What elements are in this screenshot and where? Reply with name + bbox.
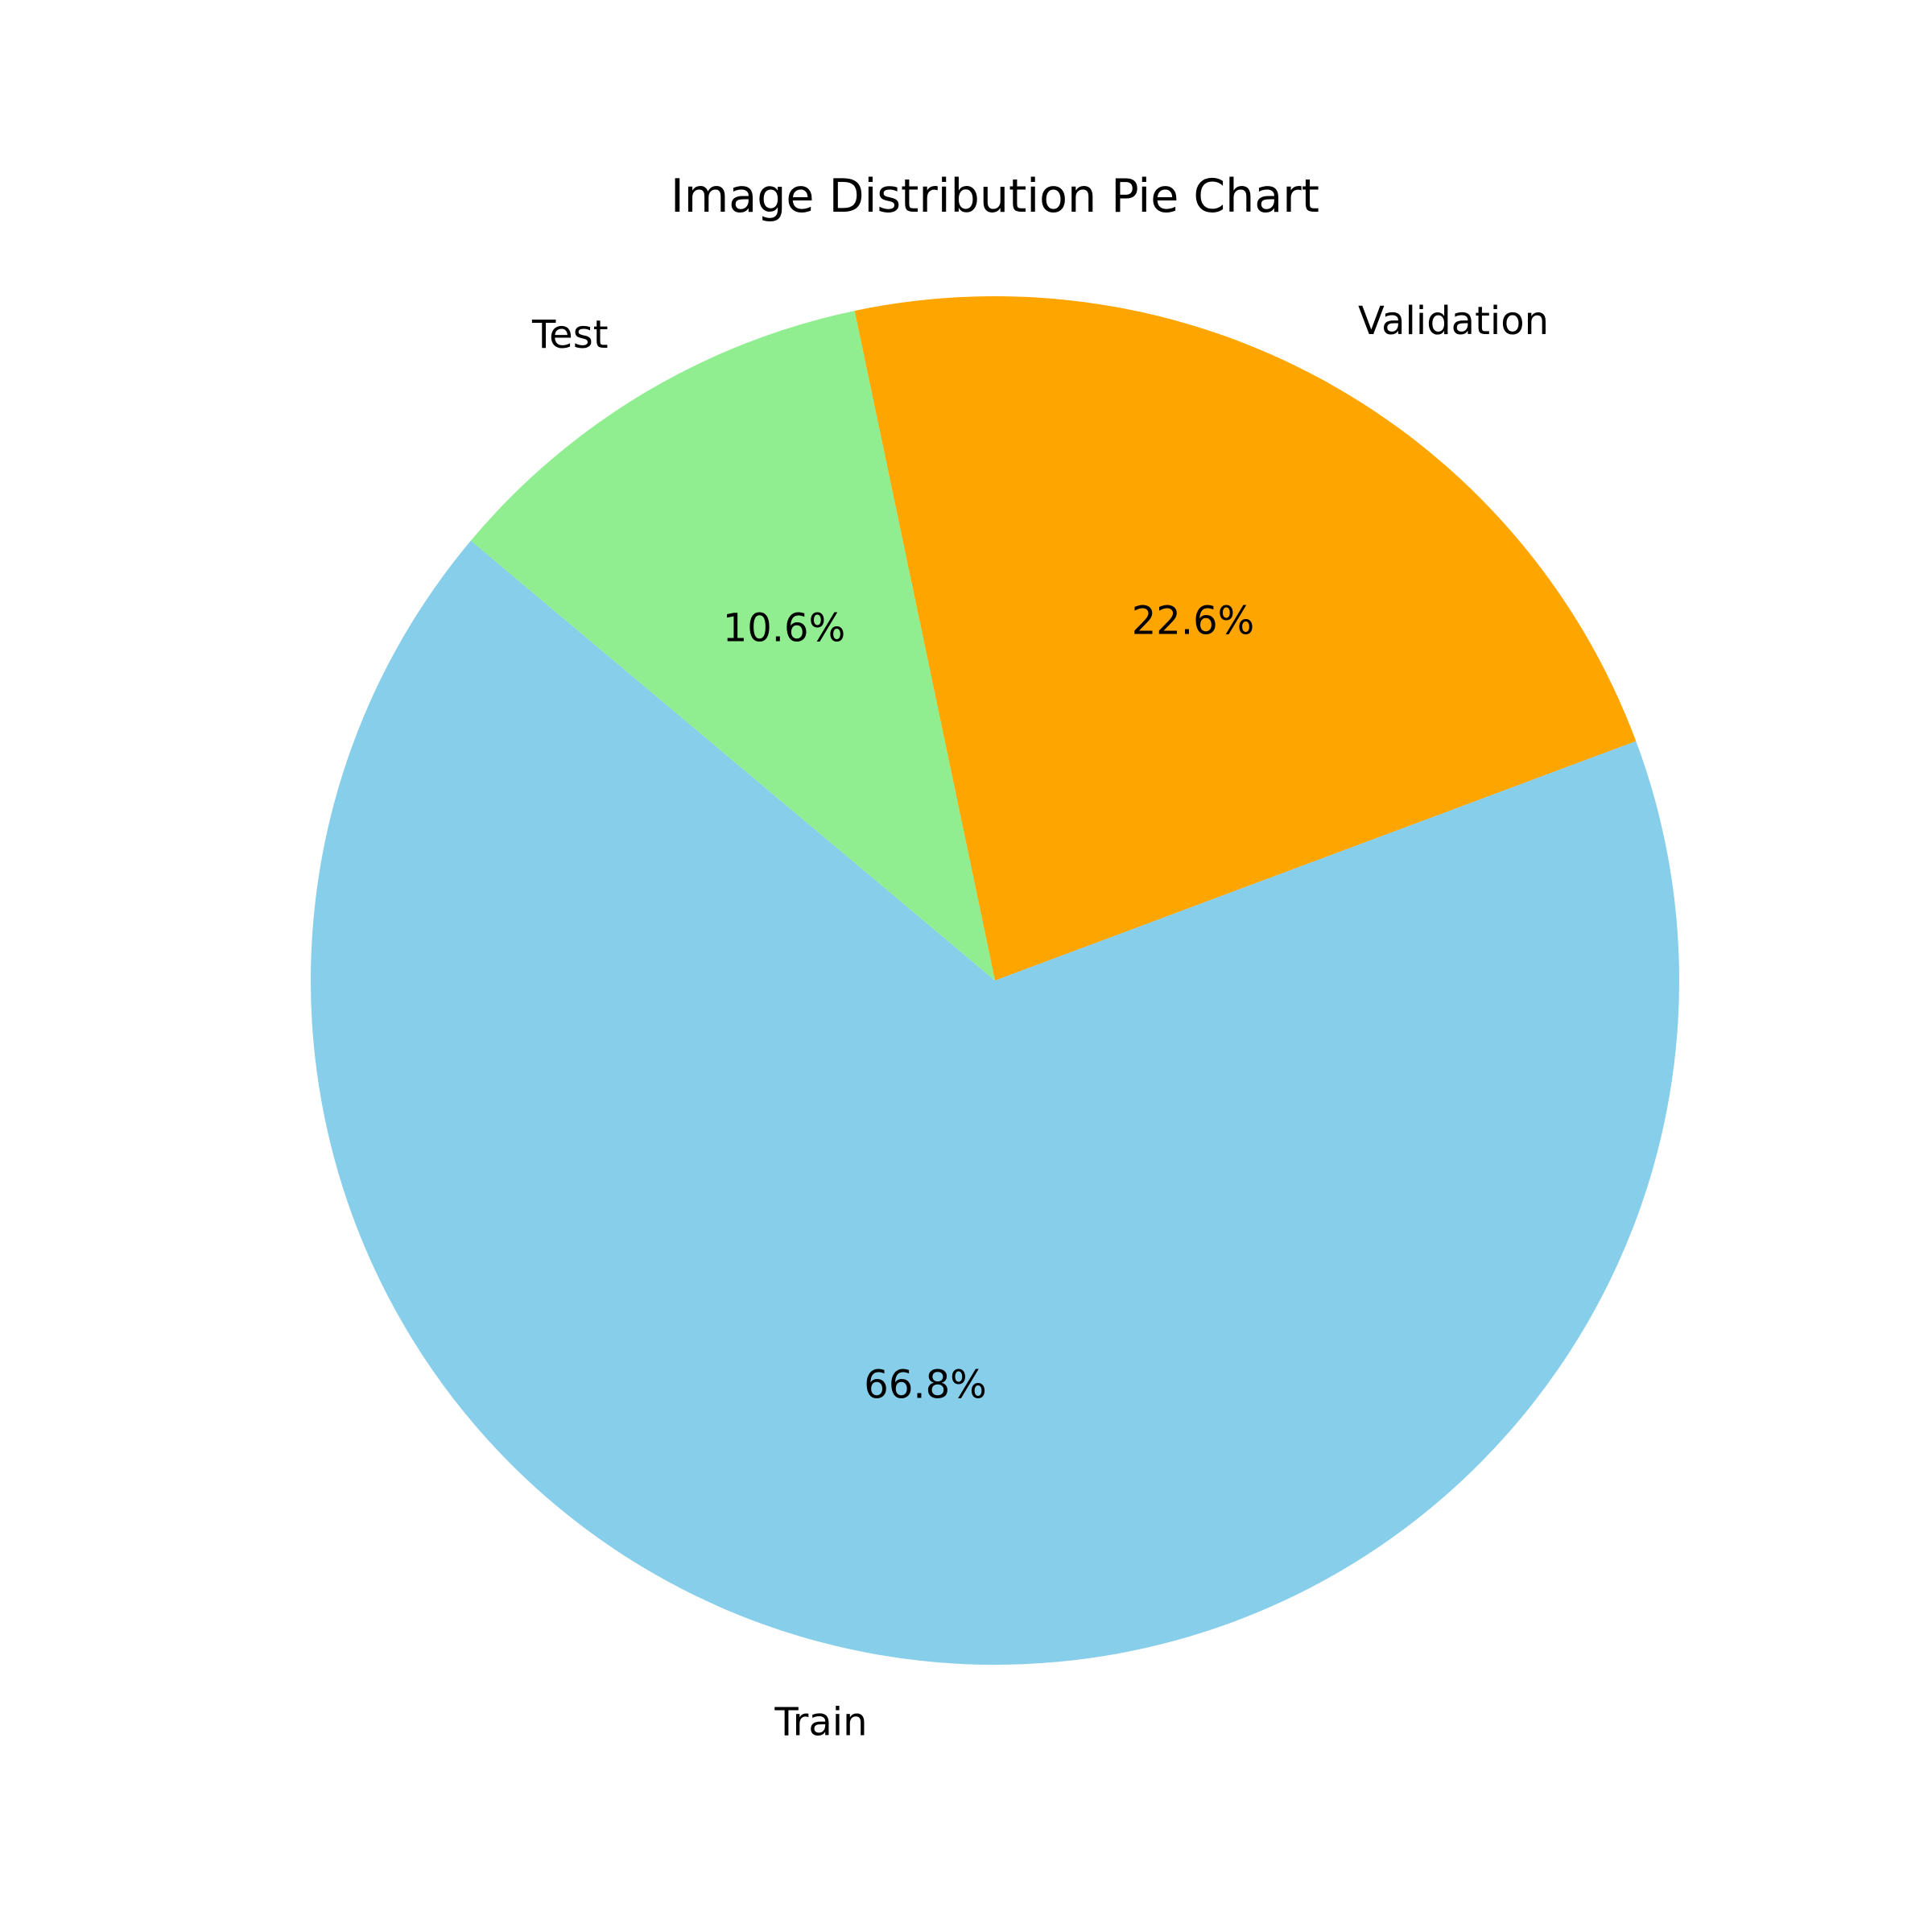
pie-slice-test <box>470 311 995 981</box>
pie-slice-train <box>311 540 1679 1665</box>
slice-label-test: Test <box>531 312 609 357</box>
pie-slice-validation <box>854 295 1637 980</box>
slice-label-validation: Validation <box>1358 299 1549 344</box>
pct-label-train: 66.8% <box>864 1363 986 1408</box>
chart-title: Image Distribution Pie Chart <box>671 170 1319 223</box>
pie-slices <box>311 295 1679 1665</box>
pct-label-test: 10.6% <box>723 605 845 650</box>
pie-labels: Train 66.8% Validation 22.6% Test 10.6% <box>531 299 1549 1744</box>
slice-label-train: Train <box>774 1699 867 1744</box>
pct-label-validation: 22.6% <box>1132 598 1254 643</box>
